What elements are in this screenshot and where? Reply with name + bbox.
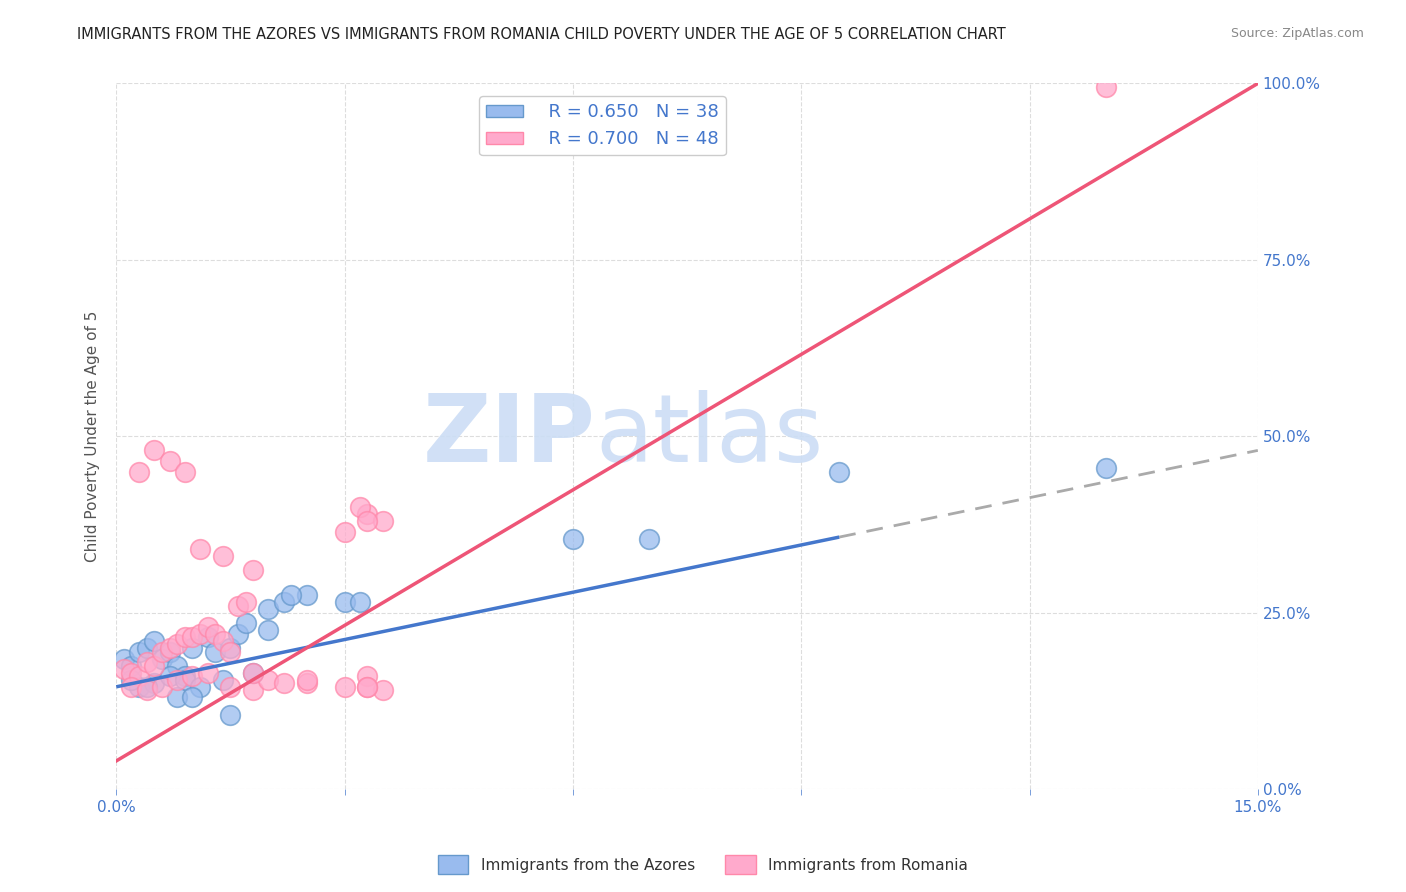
Point	[197, 620, 219, 634]
Point	[356, 680, 378, 694]
Point	[121, 658, 143, 673]
Point	[235, 616, 257, 631]
Point	[188, 680, 211, 694]
Point	[356, 514, 378, 528]
Point	[295, 588, 318, 602]
Point	[112, 651, 135, 665]
Point	[828, 465, 851, 479]
Point	[349, 595, 371, 609]
Point	[135, 640, 157, 655]
Point	[204, 627, 226, 641]
Point	[166, 690, 188, 705]
Point	[135, 680, 157, 694]
Point	[197, 665, 219, 680]
Point	[333, 680, 356, 694]
Point	[295, 673, 318, 687]
Point	[159, 454, 181, 468]
Point	[128, 669, 150, 683]
Point	[1094, 79, 1116, 94]
Point	[150, 644, 173, 658]
Point	[135, 655, 157, 669]
Point	[219, 640, 242, 655]
Point	[242, 665, 264, 680]
Point	[181, 690, 204, 705]
Point	[211, 673, 233, 687]
Point	[211, 549, 233, 564]
Point	[173, 465, 195, 479]
Point	[159, 644, 181, 658]
Legend: Immigrants from the Azores, Immigrants from Romania: Immigrants from the Azores, Immigrants f…	[432, 849, 974, 880]
Point	[150, 651, 173, 665]
Point	[121, 673, 143, 687]
Point	[181, 669, 204, 683]
Point	[219, 708, 242, 723]
Point	[173, 631, 195, 645]
Point	[242, 563, 264, 577]
Text: ZIP: ZIP	[423, 391, 596, 483]
Point	[356, 680, 378, 694]
Point	[181, 640, 204, 655]
Point	[333, 524, 356, 539]
Point	[143, 443, 166, 458]
Point	[638, 532, 661, 546]
Point	[371, 514, 394, 528]
Point	[257, 602, 280, 616]
Text: IMMIGRANTS FROM THE AZORES VS IMMIGRANTS FROM ROMANIA CHILD POVERTY UNDER THE AG: IMMIGRANTS FROM THE AZORES VS IMMIGRANTS…	[77, 27, 1007, 42]
Point	[159, 669, 181, 683]
Point	[166, 638, 188, 652]
Point	[257, 673, 280, 687]
Point	[173, 669, 195, 683]
Point	[356, 669, 378, 683]
Point	[356, 507, 378, 521]
Point	[197, 631, 219, 645]
Point	[273, 676, 295, 690]
Point	[561, 532, 583, 546]
Point	[135, 683, 157, 698]
Point	[166, 658, 188, 673]
Text: Source: ZipAtlas.com: Source: ZipAtlas.com	[1230, 27, 1364, 40]
Point	[181, 631, 204, 645]
Point	[128, 465, 150, 479]
Point	[333, 595, 356, 609]
Point	[211, 634, 233, 648]
Point	[188, 542, 211, 557]
Point	[143, 658, 166, 673]
Point	[121, 680, 143, 694]
Point	[235, 595, 257, 609]
Point	[219, 680, 242, 694]
Text: atlas: atlas	[596, 391, 824, 483]
Point	[295, 676, 318, 690]
Point	[242, 683, 264, 698]
Point	[159, 640, 181, 655]
Legend:   R = 0.650   N = 38,   R = 0.700   N = 48: R = 0.650 N = 38, R = 0.700 N = 48	[479, 96, 725, 155]
Point	[280, 588, 302, 602]
Point	[121, 665, 143, 680]
Point	[204, 644, 226, 658]
Point	[188, 627, 211, 641]
Point	[128, 680, 150, 694]
Point	[226, 599, 249, 613]
Point	[273, 595, 295, 609]
Point	[242, 665, 264, 680]
Point	[349, 500, 371, 514]
Point	[257, 624, 280, 638]
Point	[128, 644, 150, 658]
Point	[112, 662, 135, 676]
Point	[1094, 461, 1116, 475]
Point	[371, 683, 394, 698]
Point	[150, 680, 173, 694]
Point	[219, 644, 242, 658]
Point	[143, 634, 166, 648]
Y-axis label: Child Poverty Under the Age of 5: Child Poverty Under the Age of 5	[86, 310, 100, 562]
Point	[143, 676, 166, 690]
Point	[226, 627, 249, 641]
Point	[173, 673, 195, 687]
Point	[166, 673, 188, 687]
